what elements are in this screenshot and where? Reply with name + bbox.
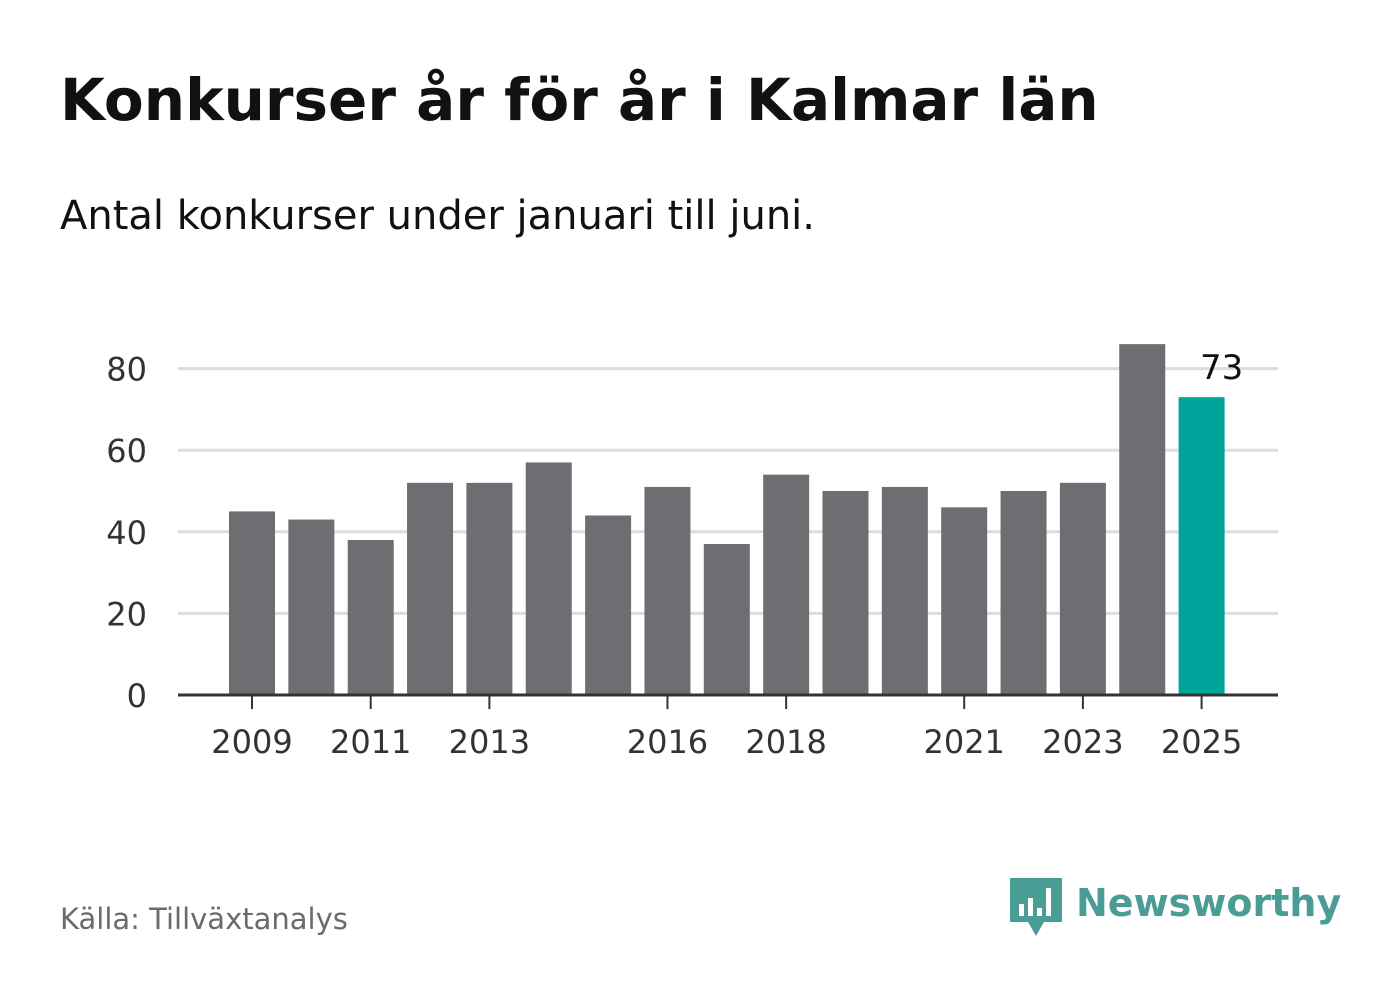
bar-2021 bbox=[941, 507, 988, 695]
bar-2024 bbox=[1119, 344, 1166, 695]
bar-2011 bbox=[347, 539, 394, 695]
x-tick-label-2025: 2025 bbox=[1161, 723, 1242, 761]
x-tick-label-2011: 2011 bbox=[330, 723, 411, 761]
brand-name: Newsworthy bbox=[1076, 881, 1342, 925]
source-note: Källa: Tillväxtanalys bbox=[60, 902, 348, 936]
y-tick-label-0: 0 bbox=[127, 677, 147, 715]
brand-logo: Newsworthy bbox=[1010, 878, 1341, 940]
x-tick-label-2021: 2021 bbox=[923, 723, 1004, 761]
bar-chart: 0 20 40 60 80 73 2009 2011 2013 2016 2018 2021 2023 2… bbox=[106, 344, 1278, 761]
x-tick-label-2018: 2018 bbox=[745, 723, 826, 761]
bar-2016 bbox=[644, 486, 691, 695]
x-tick-label-2013: 2013 bbox=[449, 723, 530, 761]
chart-subtitle: Antal konkurser under januari till juni. bbox=[60, 193, 815, 239]
x-tick-label-2016: 2016 bbox=[627, 723, 708, 761]
x-tick-label-2023: 2023 bbox=[1042, 723, 1123, 761]
bar-2010 bbox=[288, 519, 335, 695]
bar-2019 bbox=[822, 491, 869, 695]
y-tick-label-40: 40 bbox=[106, 514, 147, 552]
y-tick-label-80: 80 bbox=[106, 351, 147, 389]
bar-2020 bbox=[881, 486, 928, 695]
y-tick-label-60: 60 bbox=[106, 432, 147, 470]
bar-2025 bbox=[1178, 397, 1225, 695]
bar-2022 bbox=[1000, 491, 1047, 695]
chart-title: Konkurser år för år i Kalmar län bbox=[60, 66, 1099, 134]
bar-2023 bbox=[1059, 482, 1106, 695]
bar-chart-speech-bubble-icon bbox=[1010, 878, 1062, 936]
bar-2017 bbox=[703, 544, 750, 695]
labels: 0 20 40 60 80 73 2009 2011 2013 2016 2018 2021 2023 2… bbox=[106, 348, 1243, 761]
bar-2012 bbox=[407, 482, 454, 695]
y-tick-label-20: 20 bbox=[106, 595, 147, 633]
x-tick-label-2009: 2009 bbox=[211, 723, 292, 761]
bar-2014 bbox=[525, 462, 572, 695]
bar-2015 bbox=[585, 515, 632, 695]
bar-2013 bbox=[466, 482, 513, 695]
bar-2018 bbox=[763, 474, 810, 695]
data-label-2025: 73 bbox=[1200, 348, 1243, 388]
axes bbox=[178, 693, 1278, 709]
bars bbox=[229, 344, 1225, 695]
bar-2009 bbox=[229, 511, 275, 695]
